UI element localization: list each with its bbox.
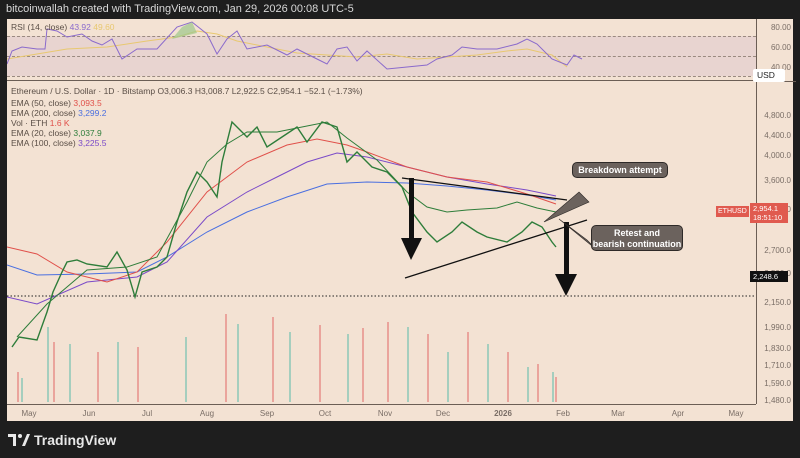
rsi-label: RSI (14, close) (11, 22, 68, 32)
price-pane[interactable]: Ethereum / U.S. Dollar · 1D · Bitstamp O… (7, 82, 756, 404)
time-tick: Oct (318, 409, 332, 418)
indicator-name: EMA (100, close) (11, 138, 76, 148)
indicator-value: 3,299.2 (78, 108, 107, 118)
tradingview-logo-text: TradingView (34, 432, 117, 448)
symbol-legend[interactable]: Ethereum / U.S. Dollar · 1D · Bitstamp O… (11, 86, 363, 96)
volume-bars (17, 314, 557, 402)
indicator-value: 3,093.5 (73, 98, 102, 108)
ohlc-open: O3,006.3 (157, 86, 193, 96)
rsi-middle-band (7, 56, 756, 57)
indicator-ema20[interactable]: EMA (20, close) 3,037.9 (11, 128, 102, 138)
indicator-value: 3,037.9 (73, 128, 102, 138)
indicator-value: 3,225.5 (78, 138, 107, 148)
indicator-value: 1.6 K (49, 118, 70, 128)
rsi-tick: 60.00 (770, 43, 791, 52)
price-tick: 1,830.0 (764, 344, 791, 353)
chart-attribution: bitcoinwallah created with TradingView.c… (6, 3, 354, 15)
current-price-tag: 2,954.1 18:51:10 (750, 203, 788, 223)
rsi-pane[interactable]: RSI (14, close) 43.92 49.60 (7, 19, 756, 81)
rsi-ma-value: 49.60 (93, 22, 115, 32)
downside-arrow-left (401, 178, 422, 260)
time-tick: Dec (435, 409, 451, 418)
symbol-price-tag: ETHUSD (716, 206, 749, 217)
level-price-tag: 2,248.6 (750, 271, 788, 282)
time-tick: Aug (199, 409, 215, 418)
callout-text: Breakdown attempt (578, 165, 662, 175)
symbol-name: Ethereum / U.S. Dollar · 1D · Bitstamp (11, 86, 156, 96)
rsi-value: 43.92 (69, 22, 91, 32)
rsi-legend: RSI (14, close) 43.92 49.60 (11, 22, 115, 32)
ohlc-high: H3,008.7 (194, 86, 230, 96)
bar-countdown: 18:51:10 (753, 213, 783, 222)
triangle-lower-line (404, 219, 588, 279)
price-tick: 2,150.0 (764, 298, 791, 307)
time-tick: May (21, 409, 37, 418)
rsi-tick: 80.00 (770, 23, 791, 32)
price-tick: 1,480.0 (764, 396, 791, 405)
indicator-name: EMA (200, close) (11, 108, 76, 118)
time-tick: Nov (377, 409, 393, 418)
rsi-lower-band (7, 76, 756, 77)
price-tick: 4,800.0 (764, 111, 791, 120)
time-tick: Jun (82, 409, 96, 418)
downside-arrow-right (555, 222, 577, 296)
ohlc-change: −52.1 (−1.73%) (304, 86, 363, 96)
indicator-ema200[interactable]: EMA (200, close) 3,299.2 (11, 108, 106, 118)
current-price: 2,954.1 (753, 204, 779, 213)
callout-breakdown-attempt: Breakdown attempt (572, 162, 668, 178)
indicator-volume[interactable]: Vol · ETH 1.6 K (11, 118, 70, 128)
rsi-line (7, 21, 583, 70)
time-tick: May (728, 409, 744, 418)
time-tick: Jul (141, 409, 153, 418)
price-tick: 1,710.0 (764, 361, 791, 370)
callout-text-line1: Retest and (613, 228, 660, 238)
tradingview-logo[interactable]: TradingView (8, 432, 116, 448)
callout-text-line2: bearish continuation (592, 239, 682, 249)
indicator-ema100[interactable]: EMA (100, close) 3,225.5 (11, 138, 106, 148)
price-tick: 4,400.0 (764, 131, 791, 140)
time-tick: Apr (671, 409, 685, 418)
callout-retest: Retest and bearish continuation (591, 225, 683, 251)
triangle-upper-line (401, 177, 568, 201)
time-tick: 2026 (494, 409, 512, 418)
chart-frame: RSI (14, close) 43.92 49.60 (6, 18, 796, 422)
price-tick: 2,700.0 (764, 246, 791, 255)
indicator-ema50[interactable]: EMA (50, close) 3,093.5 (11, 98, 102, 108)
currency-selector[interactable]: USD (753, 69, 785, 82)
tradingview-icon (8, 434, 30, 446)
price-tick: 3,600.0 (764, 176, 791, 185)
indicator-name: Vol · ETH (11, 118, 48, 128)
price-tick: 4,000.0 (764, 151, 791, 160)
time-tick: Sep (259, 409, 275, 418)
indicator-name: EMA (50, close) (11, 98, 71, 108)
ohlc-low: L2,922.5 (231, 86, 265, 96)
ohlc-close: C2,954.1 (267, 86, 302, 96)
rsi-tick: 40.00 (770, 63, 791, 72)
price-tick: 1,590.0 (764, 379, 791, 388)
time-tick: Feb (556, 409, 570, 418)
price-tick: 1,990.0 (764, 323, 791, 332)
indicator-name: EMA (20, close) (11, 128, 71, 138)
price-chart (7, 120, 756, 402)
time-tick: Mar (611, 409, 625, 418)
rsi-upper-band (7, 36, 756, 37)
time-axis[interactable]: May Jun Jul Aug Sep Oct Nov Dec 2026 Feb… (7, 404, 756, 422)
